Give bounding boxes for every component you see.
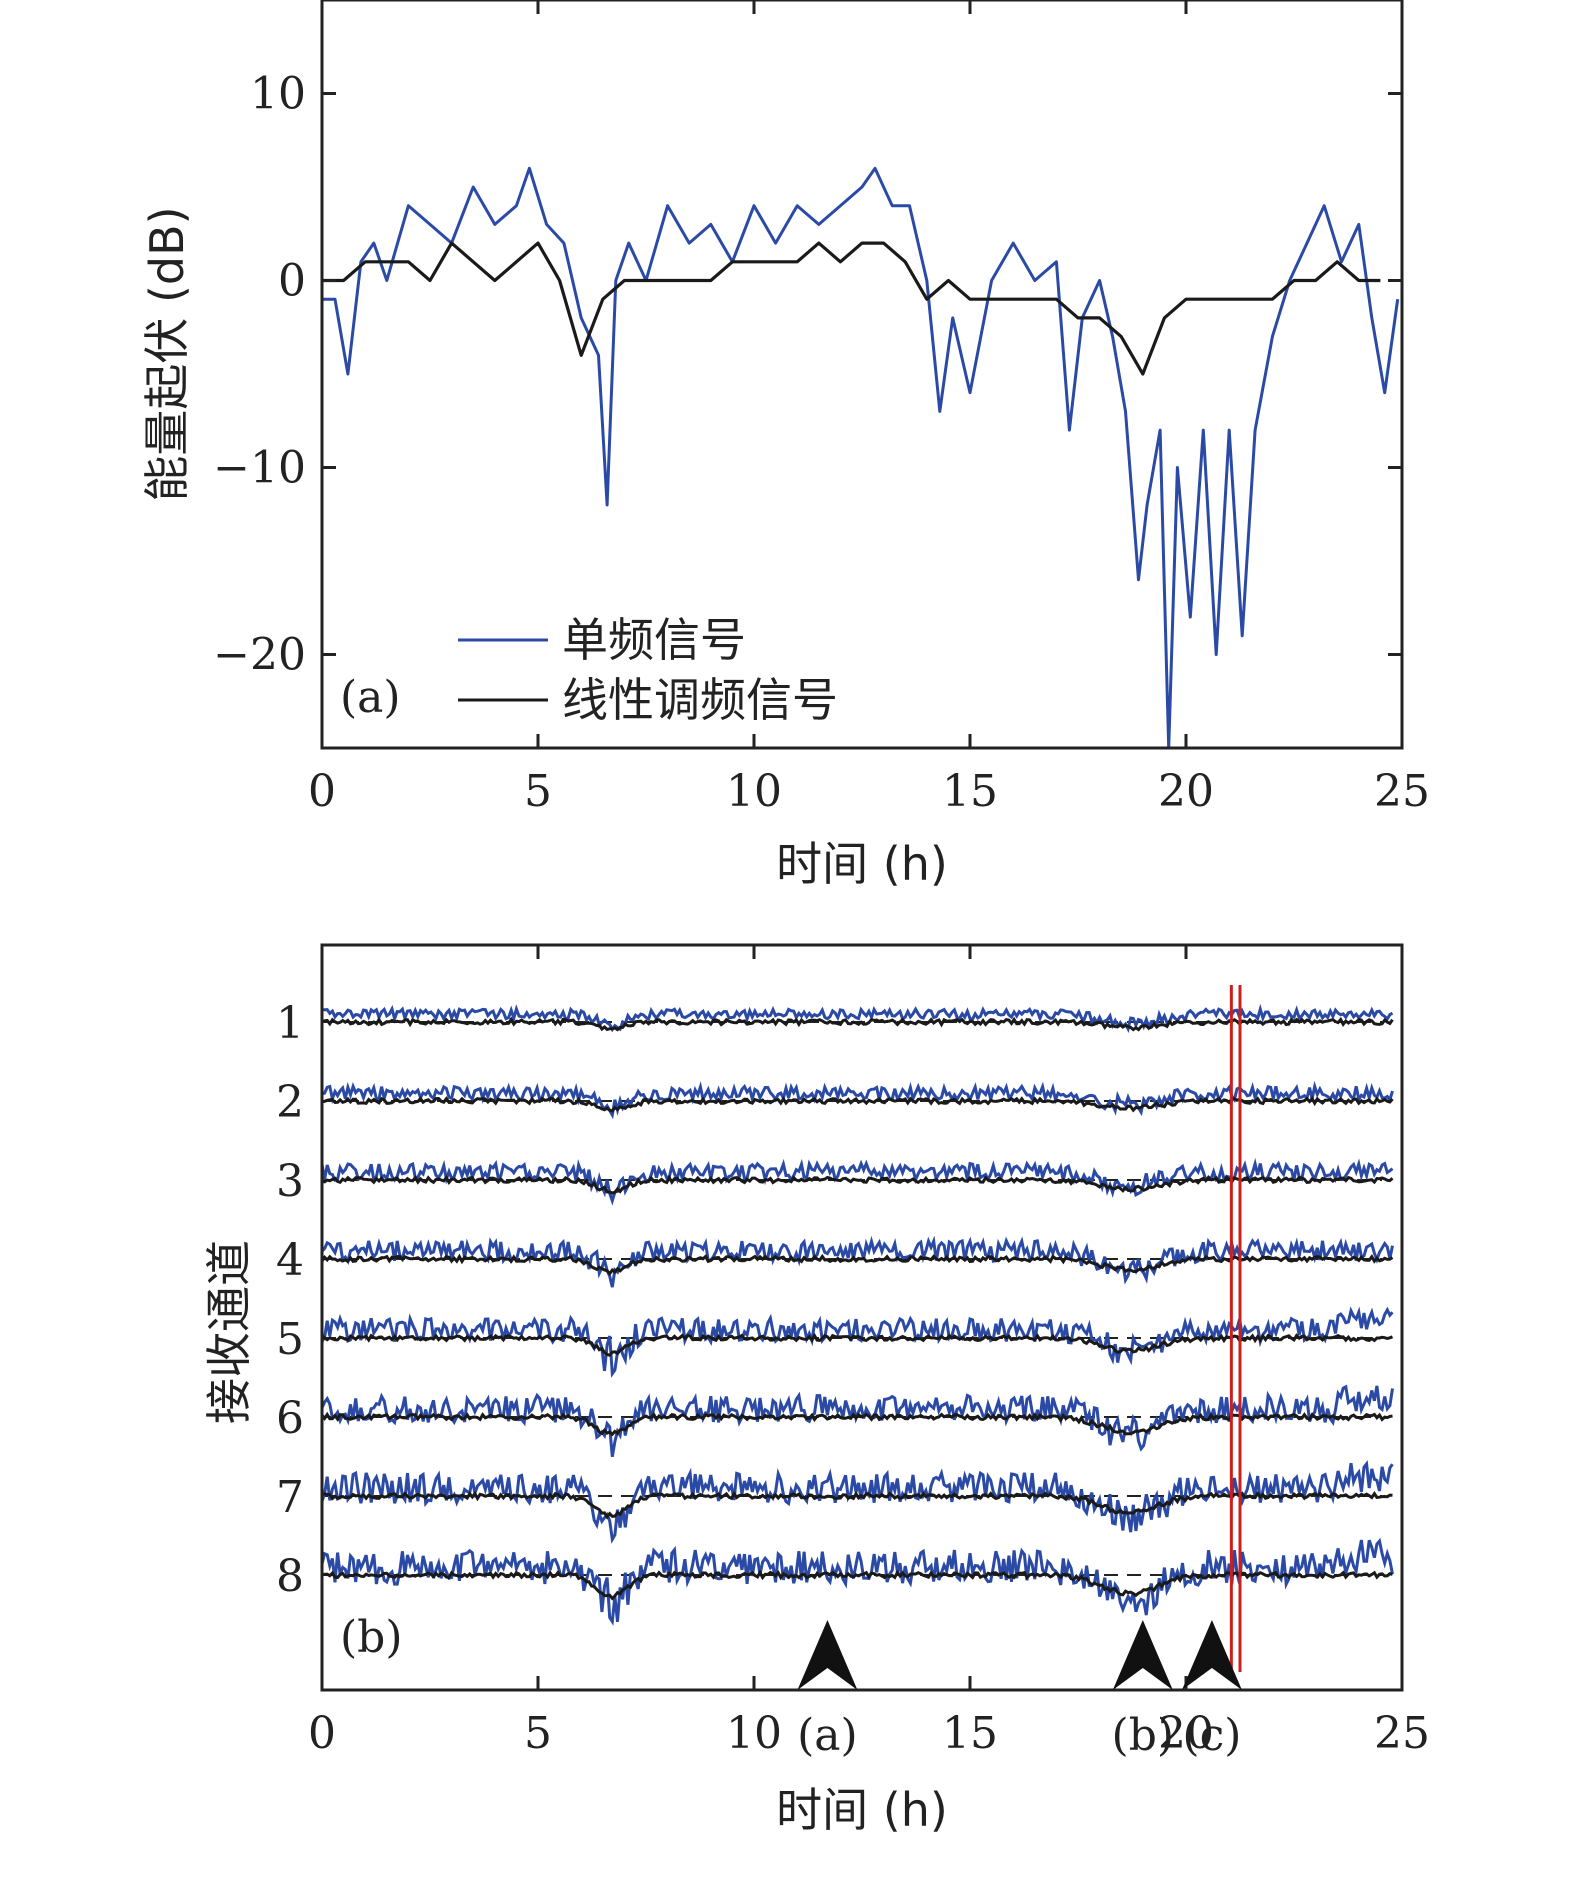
panel-b-tag: (b) xyxy=(340,1612,403,1663)
channel-label: 1 xyxy=(276,998,304,1049)
channel-label: 3 xyxy=(276,1156,304,1207)
legend: 单频信号 线性调频信号 xyxy=(458,613,838,727)
legend-label-lfm: 线性调频信号 xyxy=(562,673,838,727)
arrow-marker-label: (b) xyxy=(1112,1710,1175,1761)
channel-label: 8 xyxy=(276,1551,304,1602)
channel-trace-lfm xyxy=(321,1569,1393,1601)
series-line-lfm xyxy=(322,241,1381,376)
panel-a-frame xyxy=(320,0,1404,750)
x-tick-label: 15 xyxy=(942,766,998,817)
x-tick-label: 0 xyxy=(308,766,336,817)
series-line-single xyxy=(322,166,1400,750)
panel-a: 0 5 10 15 20 25 10 0 −10 −20 时间 (h) 能量起伏 (dB) (a)… xyxy=(140,0,1430,891)
channel-label: 6 xyxy=(276,1393,304,1444)
channel-trace-lfm xyxy=(321,1332,1394,1358)
x-tick-label: 25 xyxy=(1374,1708,1430,1759)
channel-trace-single xyxy=(320,1460,1394,1544)
channel-trace-single xyxy=(320,1157,1394,1206)
y-tick-label: 10 xyxy=(250,69,306,120)
panel-b-ticks: 0 5 10 15 20 25 xyxy=(308,945,1430,1759)
channel-trace-single xyxy=(321,1080,1394,1120)
x-tick-label: 5 xyxy=(524,1708,552,1759)
channel-trace-lfm xyxy=(321,1490,1393,1520)
legend-label-single: 单频信号 xyxy=(562,613,746,667)
channel-trace-single xyxy=(322,1003,1394,1033)
arrow-marker-label: (a) xyxy=(797,1710,858,1761)
x-tick-label: 10 xyxy=(726,766,782,817)
panel-a-ticks: 0 5 10 15 20 25 10 0 −10 −20 xyxy=(213,0,1430,817)
channel-trace-lfm xyxy=(320,1253,1394,1276)
panel-b-frame xyxy=(320,943,1404,1692)
x-tick-label: 25 xyxy=(1374,766,1430,817)
y-tick-label: 0 xyxy=(278,256,306,307)
channel-trace-lfm xyxy=(320,1411,1393,1437)
channel-trace-single xyxy=(320,1306,1394,1378)
arrow-marker xyxy=(1181,1620,1242,1690)
panel-a-xlabel: 时间 (h) xyxy=(776,837,948,891)
x-tick-label: 10 xyxy=(726,1708,782,1759)
channel-label: 5 xyxy=(276,1314,304,1365)
x-tick-label: 0 xyxy=(308,1708,336,1759)
x-tick-label: 20 xyxy=(1158,766,1214,817)
x-tick-label: 15 xyxy=(942,1708,998,1759)
panel-a-tag: (a) xyxy=(340,672,401,723)
x-tick-label: 5 xyxy=(524,766,552,817)
arrow-marker xyxy=(1112,1620,1173,1690)
panel-b-xlabel: 时间 (h) xyxy=(776,1783,948,1837)
channel-trace-lfm xyxy=(321,1016,1394,1032)
panel-b-series: 1 2 3 4 5 6 7 8 xyxy=(276,998,1394,1626)
channel-label: 4 xyxy=(276,1235,304,1286)
panel-a-series xyxy=(322,166,1400,750)
arrow-marker xyxy=(797,1620,858,1690)
channel-label: 7 xyxy=(276,1472,304,1523)
y-tick-label: −10 xyxy=(213,443,306,494)
panel-a-ylabel: 能量起伏 (dB) xyxy=(140,206,194,501)
x-tick-label: 20 xyxy=(1158,1708,1214,1759)
arrow-marker-label: (c) xyxy=(1182,1710,1241,1761)
channel-trace-lfm xyxy=(321,1174,1394,1195)
panel-b-markers: (a) (b) (c) xyxy=(797,985,1242,1761)
channel-trace-single xyxy=(320,1235,1394,1288)
y-tick-label: −20 xyxy=(213,630,306,681)
panel-b-ylabel: 接收通道 xyxy=(202,1240,256,1424)
channel-trace-lfm xyxy=(321,1096,1394,1113)
channel-label: 2 xyxy=(276,1077,304,1128)
